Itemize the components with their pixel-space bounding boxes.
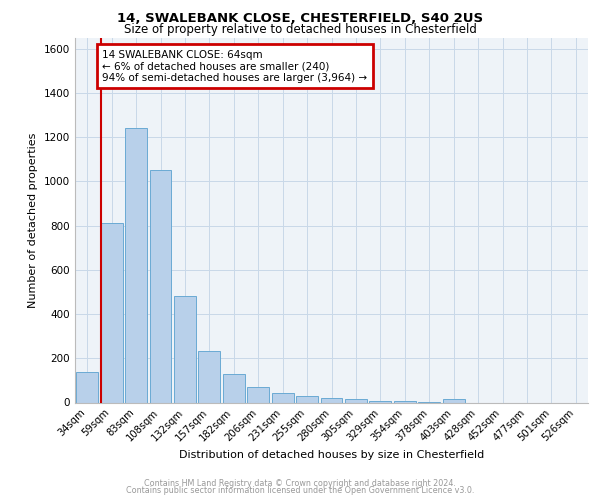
Bar — [199, 350, 220, 403]
Text: Contains HM Land Registry data © Crown copyright and database right 2024.: Contains HM Land Registry data © Crown c… — [144, 478, 456, 488]
Text: 14 SWALEBANK CLOSE: 64sqm
← 6% of detached houses are smaller (240)
94% of semi-: 14 SWALEBANK CLOSE: 64sqm ← 6% of detach… — [103, 50, 367, 83]
X-axis label: Distribution of detached houses by size in Chesterfield: Distribution of detached houses by size … — [179, 450, 484, 460]
Bar — [296, 396, 318, 402]
Bar — [149, 170, 172, 402]
Bar — [320, 398, 343, 402]
Bar — [223, 374, 245, 402]
Bar — [443, 398, 464, 402]
Y-axis label: Number of detached properties: Number of detached properties — [28, 132, 38, 308]
Bar — [76, 372, 98, 402]
Text: 14, SWALEBANK CLOSE, CHESTERFIELD, S40 2US: 14, SWALEBANK CLOSE, CHESTERFIELD, S40 2… — [117, 12, 483, 26]
Bar — [125, 128, 147, 402]
Bar — [247, 387, 269, 402]
Bar — [370, 400, 391, 402]
Bar — [272, 392, 293, 402]
Text: Size of property relative to detached houses in Chesterfield: Size of property relative to detached ho… — [124, 22, 476, 36]
Bar — [101, 224, 122, 402]
Text: Contains public sector information licensed under the Open Government Licence v3: Contains public sector information licen… — [126, 486, 474, 495]
Bar — [345, 399, 367, 402]
Bar — [174, 296, 196, 403]
